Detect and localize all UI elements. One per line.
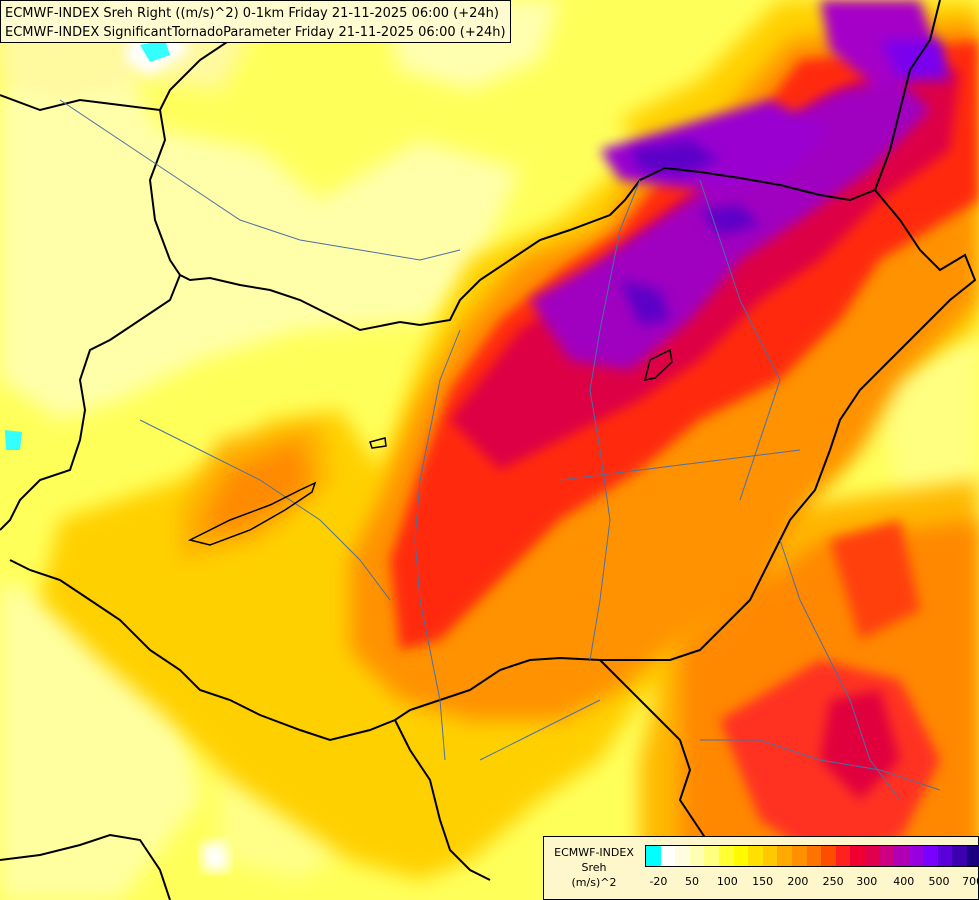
- legend-title-line-1: ECMWF-INDEX: [554, 846, 634, 859]
- legend-swatch: [791, 846, 807, 866]
- legend-title-line-2: Sreh: [581, 861, 607, 874]
- legend-swatch: [923, 846, 938, 866]
- legend-swatch: [733, 846, 749, 866]
- legend-title: ECMWF-INDEX Sreh (m/s)^2: [544, 845, 644, 890]
- legend-swatch: [675, 846, 690, 866]
- legend-swatch: [777, 846, 792, 866]
- legend-tick-label: 700: [962, 875, 979, 888]
- legend-swatch: [864, 846, 880, 866]
- legend-tick-label: 150: [752, 875, 774, 888]
- legend-tick-label: 400: [893, 875, 915, 888]
- title-line-1: ECMWF-INDEX Sreh Right ((m/s)^2) 0-1km F…: [5, 6, 499, 21]
- legend-swatch: [718, 846, 734, 866]
- legend-swatch: [689, 846, 705, 866]
- legend-swatch: [806, 846, 822, 866]
- lake-outlines: [187, 348, 673, 546]
- rivers: [59, 99, 941, 801]
- legend-swatch: [937, 846, 953, 866]
- legend-tick-label: -20: [649, 875, 668, 888]
- legend-swatch: [894, 846, 909, 866]
- legend-tick-label: 500: [928, 875, 950, 888]
- title-line-2: ECMWF-INDEX SignificantTornadoParameter …: [5, 25, 506, 40]
- legend-tick-label: 200: [787, 875, 809, 888]
- legend-tick-label: 100: [716, 875, 738, 888]
- legend-tick-labels: -20 50 100 150 200 250 300 400 500 700: [645, 875, 979, 889]
- legend-swatch: [748, 846, 763, 866]
- legend-swatch: [704, 846, 719, 866]
- legend-swatch: [762, 846, 778, 866]
- color-legend: ECMWF-INDEX Sreh (m/s)^2 -20 50 100 150 200 2…: [543, 836, 979, 900]
- legend-tick-label: 300: [856, 875, 878, 888]
- legend-swatch: [967, 846, 979, 866]
- legend-tick-label: 250: [822, 875, 844, 888]
- legend-swatch: [850, 846, 865, 866]
- legend-swatch: [908, 846, 924, 866]
- map-title-box: ECMWF-INDEX Sreh Right ((m/s)^2) 0-1km F…: [0, 0, 511, 43]
- legend-swatch: [660, 846, 676, 866]
- legend-swatch: [952, 846, 968, 866]
- legend-color-scale: [645, 845, 979, 867]
- legend-tick-label: 50: [685, 875, 700, 888]
- legend-swatch: [835, 846, 851, 866]
- legend-swatch: [821, 846, 836, 866]
- legend-title-line-3: (m/s)^2: [571, 876, 617, 889]
- legend-swatch: [646, 846, 661, 866]
- legend-swatch: [879, 846, 895, 866]
